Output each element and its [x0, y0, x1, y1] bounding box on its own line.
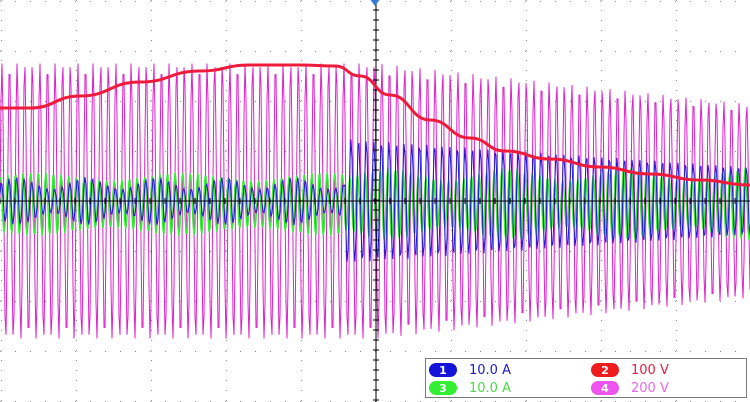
channel-4-scale[interactable]: 4 200 V: [591, 379, 669, 397]
channel-3-trace: [0, 168, 750, 240]
channel-1-badge: 1: [429, 363, 457, 377]
channel-3-badge: 3: [429, 381, 457, 395]
channel-2-scale[interactable]: 2 100 V: [591, 361, 669, 379]
trigger-position-icon[interactable]: [368, 0, 382, 7]
channel-1-scale-text: 10.0 A: [469, 362, 511, 378]
channel-3-scale-text: 10.0 A: [469, 380, 511, 396]
axis-ticks: [0, 0, 736, 401]
channel-1-trace: [0, 139, 750, 262]
channel-2-scale-text: 100 V: [631, 362, 669, 378]
channel-4-badge: 4: [591, 381, 619, 395]
channel-2-waveform: [0, 63, 750, 187]
channel-scale-legend: 1 10.0 A 2 100 V 3 10.0 A 4 200 V: [425, 358, 747, 398]
channel-2-badge: 2: [591, 363, 619, 377]
channel-3-scale[interactable]: 3 10.0 A: [429, 379, 511, 397]
channel-4-scale-text: 200 V: [631, 380, 669, 396]
channel-2-trace: [0, 63, 750, 187]
channel-1-waveform: [0, 139, 750, 262]
channel-3-waveform: [0, 168, 750, 240]
channel-1-scale[interactable]: 1 10.0 A: [429, 361, 511, 379]
